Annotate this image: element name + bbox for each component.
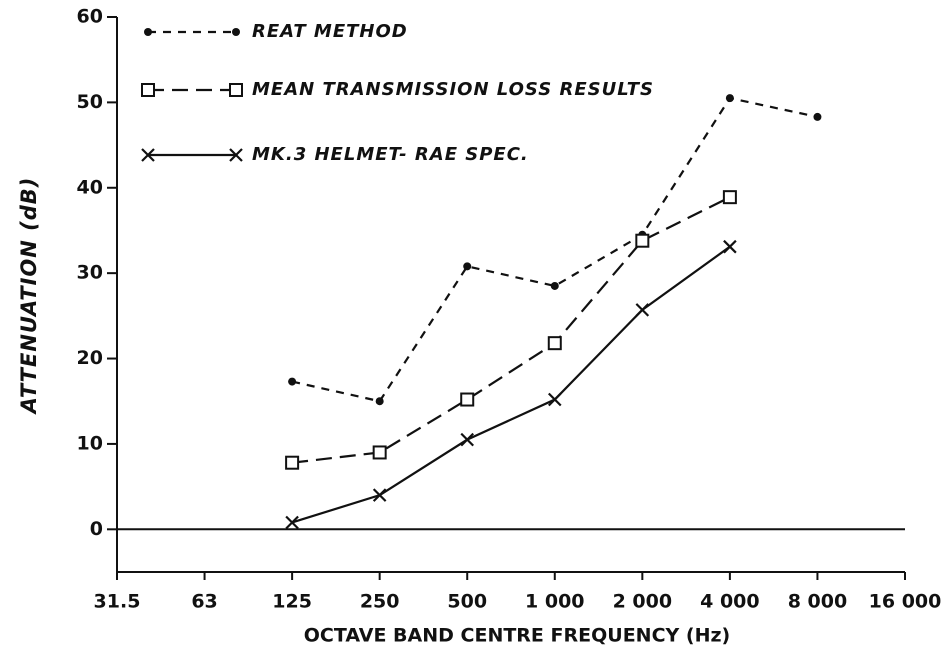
marker [372, 488, 387, 502]
y-axis-label: ATTENUATION (dB) [17, 177, 41, 416]
legend-marker [232, 28, 240, 36]
marker [463, 262, 472, 271]
x-tick-label: 500 [447, 591, 487, 613]
legend-marker [229, 148, 243, 162]
y-tick-label: 50 [77, 91, 103, 113]
legend-marker [141, 148, 155, 162]
x-tick-label: 2 000 [613, 591, 673, 613]
marker [550, 281, 559, 290]
x-axis-label: OCTAVE BAND CENTRE FREQUENCY (Hz) [304, 625, 730, 647]
marker [548, 392, 562, 407]
legend-marker [144, 28, 152, 36]
x-tick-label: 125 [272, 591, 312, 613]
y-tick-label: 30 [77, 262, 103, 284]
marker [813, 112, 822, 121]
y-tick-label: 20 [77, 347, 103, 369]
marker [285, 455, 300, 470]
marker [288, 377, 297, 386]
marker [723, 239, 737, 254]
series-line [291, 196, 731, 464]
y-tick-label: 60 [77, 6, 103, 28]
x-tick-label: 250 [360, 591, 400, 613]
y-tick-label: 10 [77, 432, 103, 454]
marker [285, 515, 299, 530]
legend-label: MEAN TRANSMISSION LOSS RESULTS [252, 79, 654, 100]
x-tick-label: 63 [191, 591, 217, 613]
x-tick-label: 31.5 [94, 591, 141, 613]
series-line [291, 245, 731, 524]
y-tick-label: 40 [77, 176, 103, 198]
x-tick-label: 4 000 [700, 591, 760, 613]
marker [460, 432, 474, 447]
legend-label: MK.3 HELMET- RAE SPEC. [252, 144, 529, 165]
legend-marker [229, 83, 243, 97]
marker [725, 94, 734, 103]
marker [635, 303, 650, 317]
legend-label: REAT METHOD [252, 21, 408, 42]
marker [722, 190, 737, 205]
marker [372, 445, 387, 460]
x-tick-label: 16 000 [869, 591, 942, 613]
marker [460, 392, 475, 407]
x-tick-label: 8 000 [788, 591, 848, 613]
marker [547, 336, 562, 351]
marker [635, 233, 650, 248]
y-tick-label: 0 [90, 518, 103, 540]
legend-marker [141, 83, 155, 97]
marker [375, 397, 384, 406]
x-tick-label: 1 000 [525, 591, 585, 613]
